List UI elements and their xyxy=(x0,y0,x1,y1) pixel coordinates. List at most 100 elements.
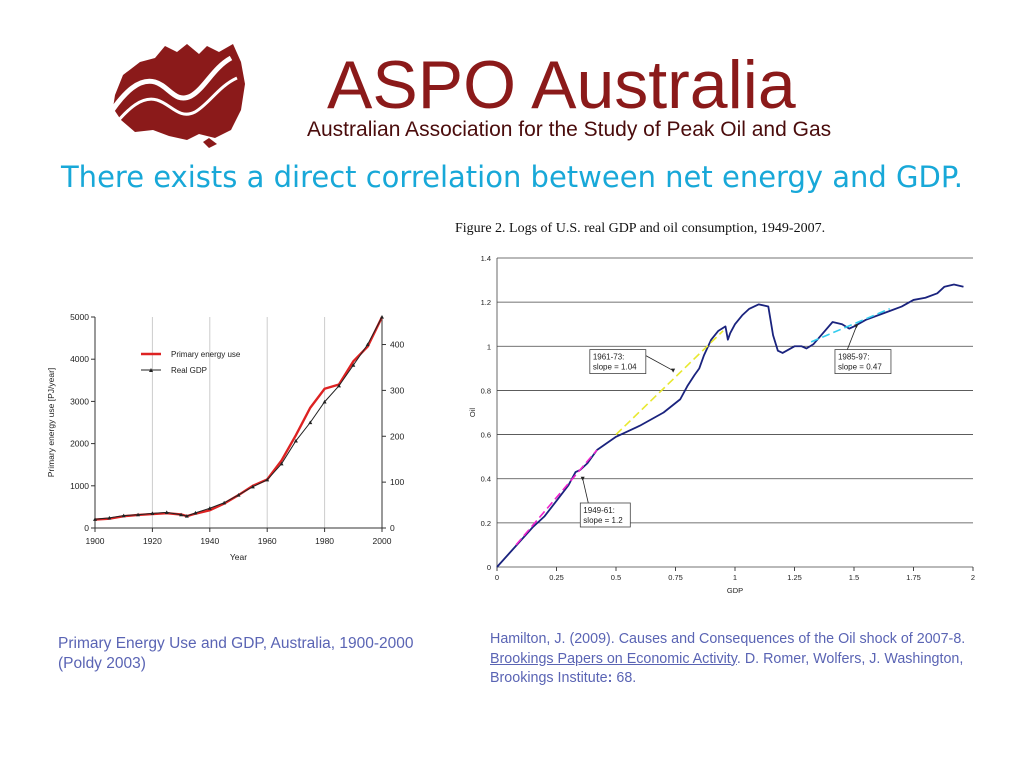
x-tick-label: 1.25 xyxy=(787,573,802,582)
gdp-point xyxy=(207,506,212,510)
y-tick-label: 0 xyxy=(487,563,491,572)
x-tick-label: 0.25 xyxy=(549,573,564,582)
left-caption-line1: Primary Energy Use and GDP, Australia, 1… xyxy=(58,635,414,652)
y-tick-label: 4000 xyxy=(70,354,89,364)
citation-link[interactable]: Brookings Papers on Economic Activity xyxy=(490,650,737,667)
y2-tick-label: 400 xyxy=(390,340,404,350)
y-tick-label: 0.4 xyxy=(481,475,491,484)
y-tick-label: 2000 xyxy=(70,439,89,449)
y-tick-label: 0.6 xyxy=(481,431,491,440)
x-tick-label: 0 xyxy=(495,573,499,582)
gdp-point xyxy=(322,399,327,404)
figure-title: Figure 2. Logs of U.S. real GDP and oil … xyxy=(455,221,826,236)
gdp-point xyxy=(179,512,184,517)
series-line-oil-gdp xyxy=(496,283,964,568)
annotation-label: slope = 1.04 xyxy=(593,363,637,372)
x-axis-label: Year xyxy=(230,552,247,562)
gdp-point xyxy=(380,315,384,319)
energy-gdp-chart: 1900 1920 1940 1960 1980 2000 0 1000 2000 3000 400… xyxy=(45,305,434,570)
x-tick-label: 2 xyxy=(971,573,975,582)
y-tick-label: 1000 xyxy=(70,481,89,491)
gdp-point xyxy=(351,363,356,367)
y-tick-label: 1.4 xyxy=(481,254,491,263)
annotation-arrowhead xyxy=(580,476,585,481)
y2-tick-label: 300 xyxy=(390,385,404,395)
series-line-primary-energy xyxy=(94,316,384,521)
y-tick-label: 5000 xyxy=(70,312,89,322)
gdp-point xyxy=(107,515,112,520)
gdp-point xyxy=(250,484,255,489)
gdp-point xyxy=(365,342,370,347)
series-line-real-gdp xyxy=(94,316,383,520)
y-tick-label: 3000 xyxy=(70,396,89,406)
y2-tick-label: 0 xyxy=(390,523,395,533)
legend-label-primary-energy: Primary energy use xyxy=(171,350,241,359)
annotation-arrow xyxy=(645,355,674,371)
annotation-label: slope = 1.2 xyxy=(583,516,623,525)
citation-text-1: Hamilton, J. (2009). Causes and Conseque… xyxy=(490,631,966,647)
y-axis-label: Oil xyxy=(468,408,477,418)
annotation-arrowhead xyxy=(854,324,859,329)
x-tick-label: 1900 xyxy=(86,536,105,546)
logo-title: ASPO Australia xyxy=(327,47,796,123)
gdp-point xyxy=(184,514,189,518)
gdp-point xyxy=(308,420,313,425)
x-tick-label: 1940 xyxy=(200,536,219,546)
gdp-point xyxy=(93,517,97,521)
fit-line-1985-97 xyxy=(810,308,891,343)
gdp-point xyxy=(164,510,169,515)
gdp-point xyxy=(293,438,298,443)
gdp-point xyxy=(121,513,126,518)
annotation-arrowhead xyxy=(671,368,676,373)
gdp-point xyxy=(136,512,141,517)
left-caption-line2: (Poldy 2003) xyxy=(58,655,146,672)
fit-line-1961-73 xyxy=(615,330,724,436)
x-tick-label: 1.75 xyxy=(906,573,921,582)
annotation-box xyxy=(834,349,892,374)
citation-text-2: . D. Romer, Wolfers, J. Washington, Broo… xyxy=(490,650,964,687)
y-tick-label: 0 xyxy=(84,523,89,533)
gdp-point xyxy=(150,511,155,515)
y-axis-label: Primary energy use [PJ/year] xyxy=(46,368,56,478)
x-tick-label: 1 xyxy=(733,573,737,582)
x-tick-label: 1920 xyxy=(143,536,162,546)
gdp-point xyxy=(265,477,270,482)
annotation-box xyxy=(579,502,631,528)
y2-tick-label: 200 xyxy=(390,431,404,441)
gdp-point xyxy=(222,500,227,505)
citation-text-3: 68. xyxy=(612,670,637,686)
fit-line-1949-61 xyxy=(515,449,598,546)
gdp-point xyxy=(193,510,198,515)
annotation-label: 1961-73: xyxy=(593,353,625,362)
australia-map-icon xyxy=(104,44,245,148)
x-tick-label: 1960 xyxy=(258,536,277,546)
gdp-point xyxy=(336,383,341,388)
gdp-point xyxy=(236,492,241,497)
legend-label-real-gdp: Real GDP xyxy=(171,366,207,375)
annotation-label: 1949-61: xyxy=(583,506,615,515)
right-caption: Hamilton, J. (2009). Causes and Conseque… xyxy=(490,630,1018,689)
x-tick-label: 1.5 xyxy=(849,573,859,582)
slide-title: There exists a direct correlation betwee… xyxy=(60,160,964,194)
aspo-logo: ASPO Australia Australian Association fo… xyxy=(95,40,925,150)
citation-colon: : xyxy=(607,670,613,686)
left-caption: Primary Energy Use and GDP, Australia, 1… xyxy=(58,634,468,674)
x-tick-label: 0.75 xyxy=(668,573,683,582)
oil-gdp-chart: 0 0.2 0.4 0.6 0.8 1 1.2 1.4 0 0.25 0.5 0.75 1 1.25 1.5… xyxy=(465,250,985,600)
x-axis-label: GDP xyxy=(727,586,743,595)
gdp-point xyxy=(279,461,284,466)
y-tick-label: 1.2 xyxy=(481,298,491,307)
annotation-arrow xyxy=(582,478,589,504)
y-tick-label: 0.2 xyxy=(481,519,491,528)
y-tick-label: 1 xyxy=(487,342,491,351)
y2-tick-label: 100 xyxy=(390,477,404,487)
annotation-label: 1985-97: xyxy=(838,353,870,362)
x-tick-label: 0.5 xyxy=(611,573,621,582)
annotation-box xyxy=(589,349,647,374)
y-tick-label: 0.8 xyxy=(481,386,491,395)
legend-marker-real-gdp xyxy=(149,368,153,372)
x-tick-label: 2000 xyxy=(373,536,392,546)
logo-subtitle: Australian Association for the Study of … xyxy=(307,118,831,141)
annotation-label: slope = 0.47 xyxy=(838,363,882,372)
x-tick-label: 1980 xyxy=(315,536,334,546)
